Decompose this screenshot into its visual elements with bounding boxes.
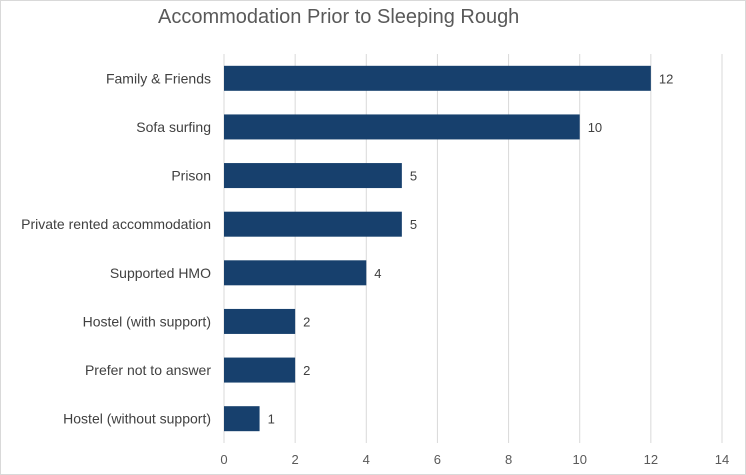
category-label-6: Prefer not to answer [85,362,211,378]
chart-title: Accommodation Prior to Sleeping Rough [158,6,520,28]
data-label-0: 12 [659,71,673,86]
data-label-5: 2 [303,314,310,329]
category-label-0: Family & Friends [106,70,211,86]
data-label-1: 10 [588,120,602,135]
bar-7 [224,406,260,432]
x-tick-label-8: 8 [505,452,512,467]
x-tick-label-4: 4 [363,452,370,467]
bar-0 [224,65,651,91]
x-tick-label-2: 2 [292,452,299,467]
bar-3 [224,211,402,237]
bar-2 [224,163,402,189]
category-label-7: Hostel (without support) [63,411,211,427]
x-tick-label-0: 0 [220,452,227,467]
x-tick-label-12: 12 [644,452,658,467]
gridlines [223,54,723,443]
category-label-1: Sofa surfing [136,119,211,135]
data-label-3: 5 [410,217,417,232]
data-label-2: 5 [410,169,417,184]
category-label-4: Supported HMO [110,265,211,281]
category-label-2: Prison [171,168,211,184]
bar-5 [224,308,296,334]
category-label-5: Hostel (with support) [83,313,211,329]
data-label-7: 1 [268,412,275,427]
bar-6 [224,357,296,383]
x-tick-label-10: 10 [572,452,586,467]
x-tick-label-6: 6 [434,452,441,467]
category-label-3: Private rented accommodation [21,216,211,232]
bar-1 [224,114,580,140]
data-label-6: 2 [303,363,310,378]
x-tick-label-14: 14 [715,452,729,467]
bar-4 [224,260,367,286]
data-label-4: 4 [374,266,381,281]
bars [224,65,651,432]
